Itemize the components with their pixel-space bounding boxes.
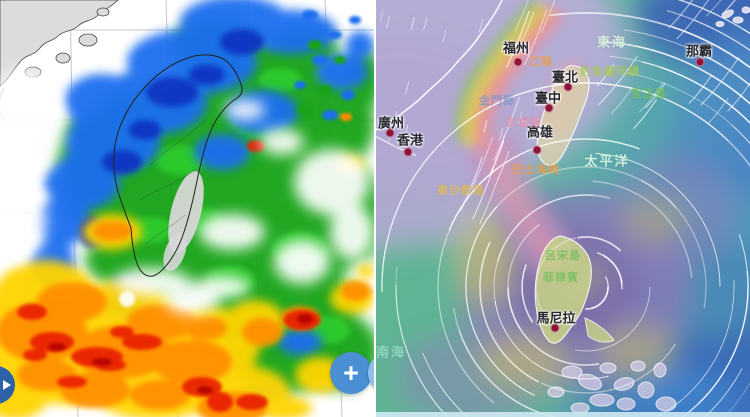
place-label-philippines: 菲律賓 [543, 272, 579, 284]
city-dot-kaohsiung[interactable] [532, 145, 542, 155]
city-label-guangzhou[interactable]: 廣州 [377, 115, 405, 131]
city-label-taichung[interactable]: 臺中 [534, 90, 562, 106]
radar-specks [294, 10, 361, 121]
place-label-jiangyin: 江陰 [529, 56, 553, 68]
city-label-taipei[interactable]: 臺北 [551, 69, 579, 85]
place-label-miyako: 宮古島 [631, 88, 667, 100]
zoom-out-button-partial[interactable] [368, 352, 374, 394]
city-label-kaohsiung[interactable]: 高雄 [526, 124, 554, 140]
taiwan-coastline [113, 54, 243, 277]
visayas-islands [547, 360, 677, 414]
sea-label-pacific-ocean: 太平洋 [584, 153, 630, 169]
place-label-bashi-channel: 巴士海峽 [512, 164, 560, 176]
place-label-dongsha: 東沙群島 [437, 185, 485, 197]
city-dot-guangzhou[interactable] [385, 128, 395, 138]
sea-label-east-china-sea: 東海 [596, 34, 628, 50]
city-dot-taichung[interactable] [544, 103, 554, 113]
wind-streamlines [379, 0, 750, 417]
radar-map-panel[interactable]: + [0, 0, 374, 417]
place-label-luzon: 呂宋島 [545, 250, 581, 262]
city-dot-fuzhou[interactable] [513, 57, 523, 67]
arrow-icon [3, 380, 11, 390]
bottom-edge-strip [376, 412, 750, 417]
city-label-fuzhou[interactable]: 福州 [502, 40, 530, 56]
china-coast-land [0, 0, 119, 121]
wind-map-panel[interactable]: 福州 臺北 臺中 高雄 廣州 香港 那霸 馬尼拉 東海 太平洋 南海 釣魚臺列嶼… [376, 0, 750, 417]
city-dot-naha[interactable] [695, 57, 705, 67]
place-label-kinmen: 金門縣 [479, 95, 515, 107]
city-dot-hongkong[interactable] [403, 147, 413, 157]
sea-label-south-china-sea: 南海 [376, 344, 407, 360]
city-dot-manila[interactable] [550, 323, 560, 333]
zoom-in-button[interactable]: + [330, 352, 372, 394]
ryukyu-islands [715, 6, 750, 27]
radar-map-canvas [0, 0, 374, 417]
wind-map-canvas [376, 0, 750, 417]
luzon-island [534, 235, 592, 344]
pan-arrow-button-partial[interactable] [0, 366, 15, 404]
city-label-naha[interactable]: 那霸 [685, 43, 713, 59]
radar-echoes [0, 0, 374, 417]
coastlines [376, 0, 750, 414]
city-dot-taipei[interactable] [563, 82, 573, 92]
place-label-penghu: 澎湖縣 [505, 117, 541, 129]
city-label-hongkong[interactable]: 香港 [396, 132, 424, 148]
city-label-manila[interactable]: 馬尼拉 [536, 310, 576, 326]
place-label-diaoyutai: 釣魚臺列嶼 [580, 66, 640, 78]
